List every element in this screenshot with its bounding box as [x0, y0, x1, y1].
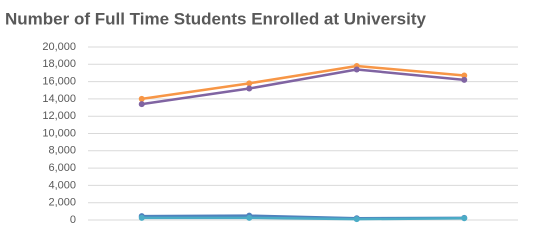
data-point — [461, 215, 468, 222]
data-point — [461, 76, 468, 83]
data-point — [461, 72, 468, 79]
y-tick-label: 16,000 — [42, 76, 76, 88]
y-tick-label: 18,000 — [42, 58, 76, 70]
data-point — [353, 216, 360, 223]
data-point — [138, 214, 145, 221]
data-point — [246, 80, 253, 87]
series-line — [141, 216, 465, 221]
y-tick-label: 8,000 — [48, 145, 76, 157]
data-point — [138, 101, 145, 108]
y-tick-label: 2,000 — [48, 197, 76, 209]
series-line — [141, 64, 465, 101]
data-point — [246, 214, 253, 221]
series-line — [141, 68, 465, 106]
data-point — [138, 95, 145, 102]
y-tick-label: 12,000 — [42, 110, 76, 122]
y-tick-label: 10,000 — [42, 127, 76, 139]
chart: Number of Full Time Students Enrolled at… — [5, 9, 518, 226]
y-tick-label: 6,000 — [48, 162, 76, 174]
y-tick-label: 0 — [70, 214, 76, 226]
chart-title: Number of Full Time Students Enrolled at… — [5, 9, 427, 28]
y-tick-label: 4,000 — [48, 179, 76, 191]
data-point — [353, 66, 360, 73]
y-tick-label: 20,000 — [42, 41, 76, 53]
y-tick-label: 14,000 — [42, 93, 76, 105]
data-point — [246, 85, 253, 92]
